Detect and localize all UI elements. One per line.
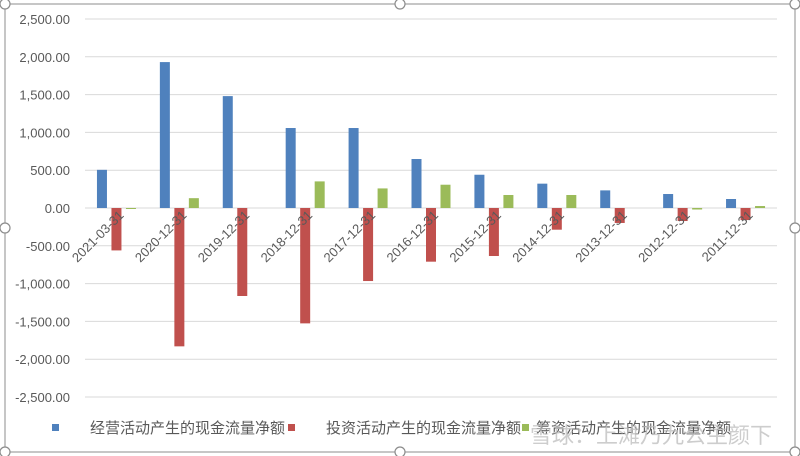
y-tick-label: 2,000.00 (19, 50, 70, 65)
bar-investing[interactable] (174, 208, 185, 347)
y-tick-label: -500.00 (26, 239, 70, 254)
y-tick-label: -2,500.00 (15, 390, 70, 405)
bar-financing[interactable] (692, 208, 703, 210)
bar-operating[interactable] (474, 174, 485, 208)
bar-operating[interactable] (96, 169, 107, 208)
resize-handle[interactable] (789, 0, 800, 10)
bar-operating[interactable] (285, 128, 296, 208)
bar-investing[interactable] (426, 208, 436, 262)
y-tick-label: 0.00 (45, 201, 70, 216)
bar-financing[interactable] (755, 206, 766, 208)
legend-label[interactable]: 经营活动产生的现金流量净额 (90, 419, 285, 437)
bar-investing[interactable] (614, 208, 625, 223)
bar-operating[interactable] (348, 128, 359, 208)
bar-financing[interactable] (314, 181, 325, 208)
resize-handle[interactable] (789, 446, 800, 456)
bar-operating[interactable] (537, 183, 548, 208)
y-axis-ticks: 2,500.00 2,000.00 1,500.00 1,000.00 500.00 0.… (15, 12, 70, 405)
legend-swatch (288, 424, 295, 431)
y-tick-label: -2,000.00 (15, 352, 70, 367)
legend-swatch (52, 424, 59, 431)
bars (96, 62, 766, 347)
resize-handle[interactable] (394, 446, 406, 456)
bar-operating[interactable] (411, 159, 422, 208)
y-tick-label: -1,000.00 (15, 277, 70, 292)
bar-financing[interactable] (377, 188, 388, 208)
bar-operating[interactable] (600, 190, 611, 208)
watermark: 雪球：上滩乃九公主颜下 (530, 424, 772, 449)
resize-handle[interactable] (394, 0, 406, 10)
bar-investing[interactable] (551, 208, 562, 230)
legend-label[interactable]: 筹资活动产生的现金流量净额 (536, 419, 731, 437)
bar-operating[interactable] (726, 199, 737, 208)
resize-handle[interactable] (0, 0, 11, 10)
y-tick-label: 2,500.00 (19, 12, 70, 27)
y-tick-label: 500.00 (30, 163, 70, 178)
y-tick-label: -1,500.00 (15, 314, 70, 329)
bar-investing[interactable] (237, 208, 248, 296)
bar-investing[interactable] (488, 208, 499, 257)
bar-investing[interactable] (111, 208, 122, 251)
legend: 经营活动产生的现金流量净额 投资活动产生的现金流量净额 筹资活动产生的现金流量净额 (52, 419, 731, 437)
bar-investing[interactable] (740, 208, 751, 221)
legend-label[interactable]: 投资活动产生的现金流量净额 (326, 419, 521, 437)
bar-operating[interactable] (663, 194, 674, 208)
bar-investing[interactable] (363, 208, 374, 282)
legend-swatch (522, 424, 529, 431)
bar-financing[interactable] (125, 208, 136, 209)
resize-handle[interactable] (789, 222, 800, 234)
gridlines (85, 18, 777, 398)
bar-financing[interactable] (503, 194, 514, 208)
bar-investing[interactable] (677, 208, 688, 222)
bar-financing[interactable] (188, 198, 199, 208)
bar-financing[interactable] (440, 184, 451, 208)
bar-financing[interactable] (566, 194, 577, 208)
bar-operating[interactable] (159, 62, 170, 209)
resize-handle[interactable] (0, 222, 11, 234)
chart-frame[interactable] (4, 3, 796, 453)
resize-handle[interactable] (0, 446, 11, 456)
y-tick-label: 1,500.00 (19, 88, 70, 103)
bar-operating[interactable] (222, 96, 233, 208)
bar-investing[interactable] (300, 208, 311, 324)
y-tick-label: 1,000.00 (19, 125, 70, 140)
